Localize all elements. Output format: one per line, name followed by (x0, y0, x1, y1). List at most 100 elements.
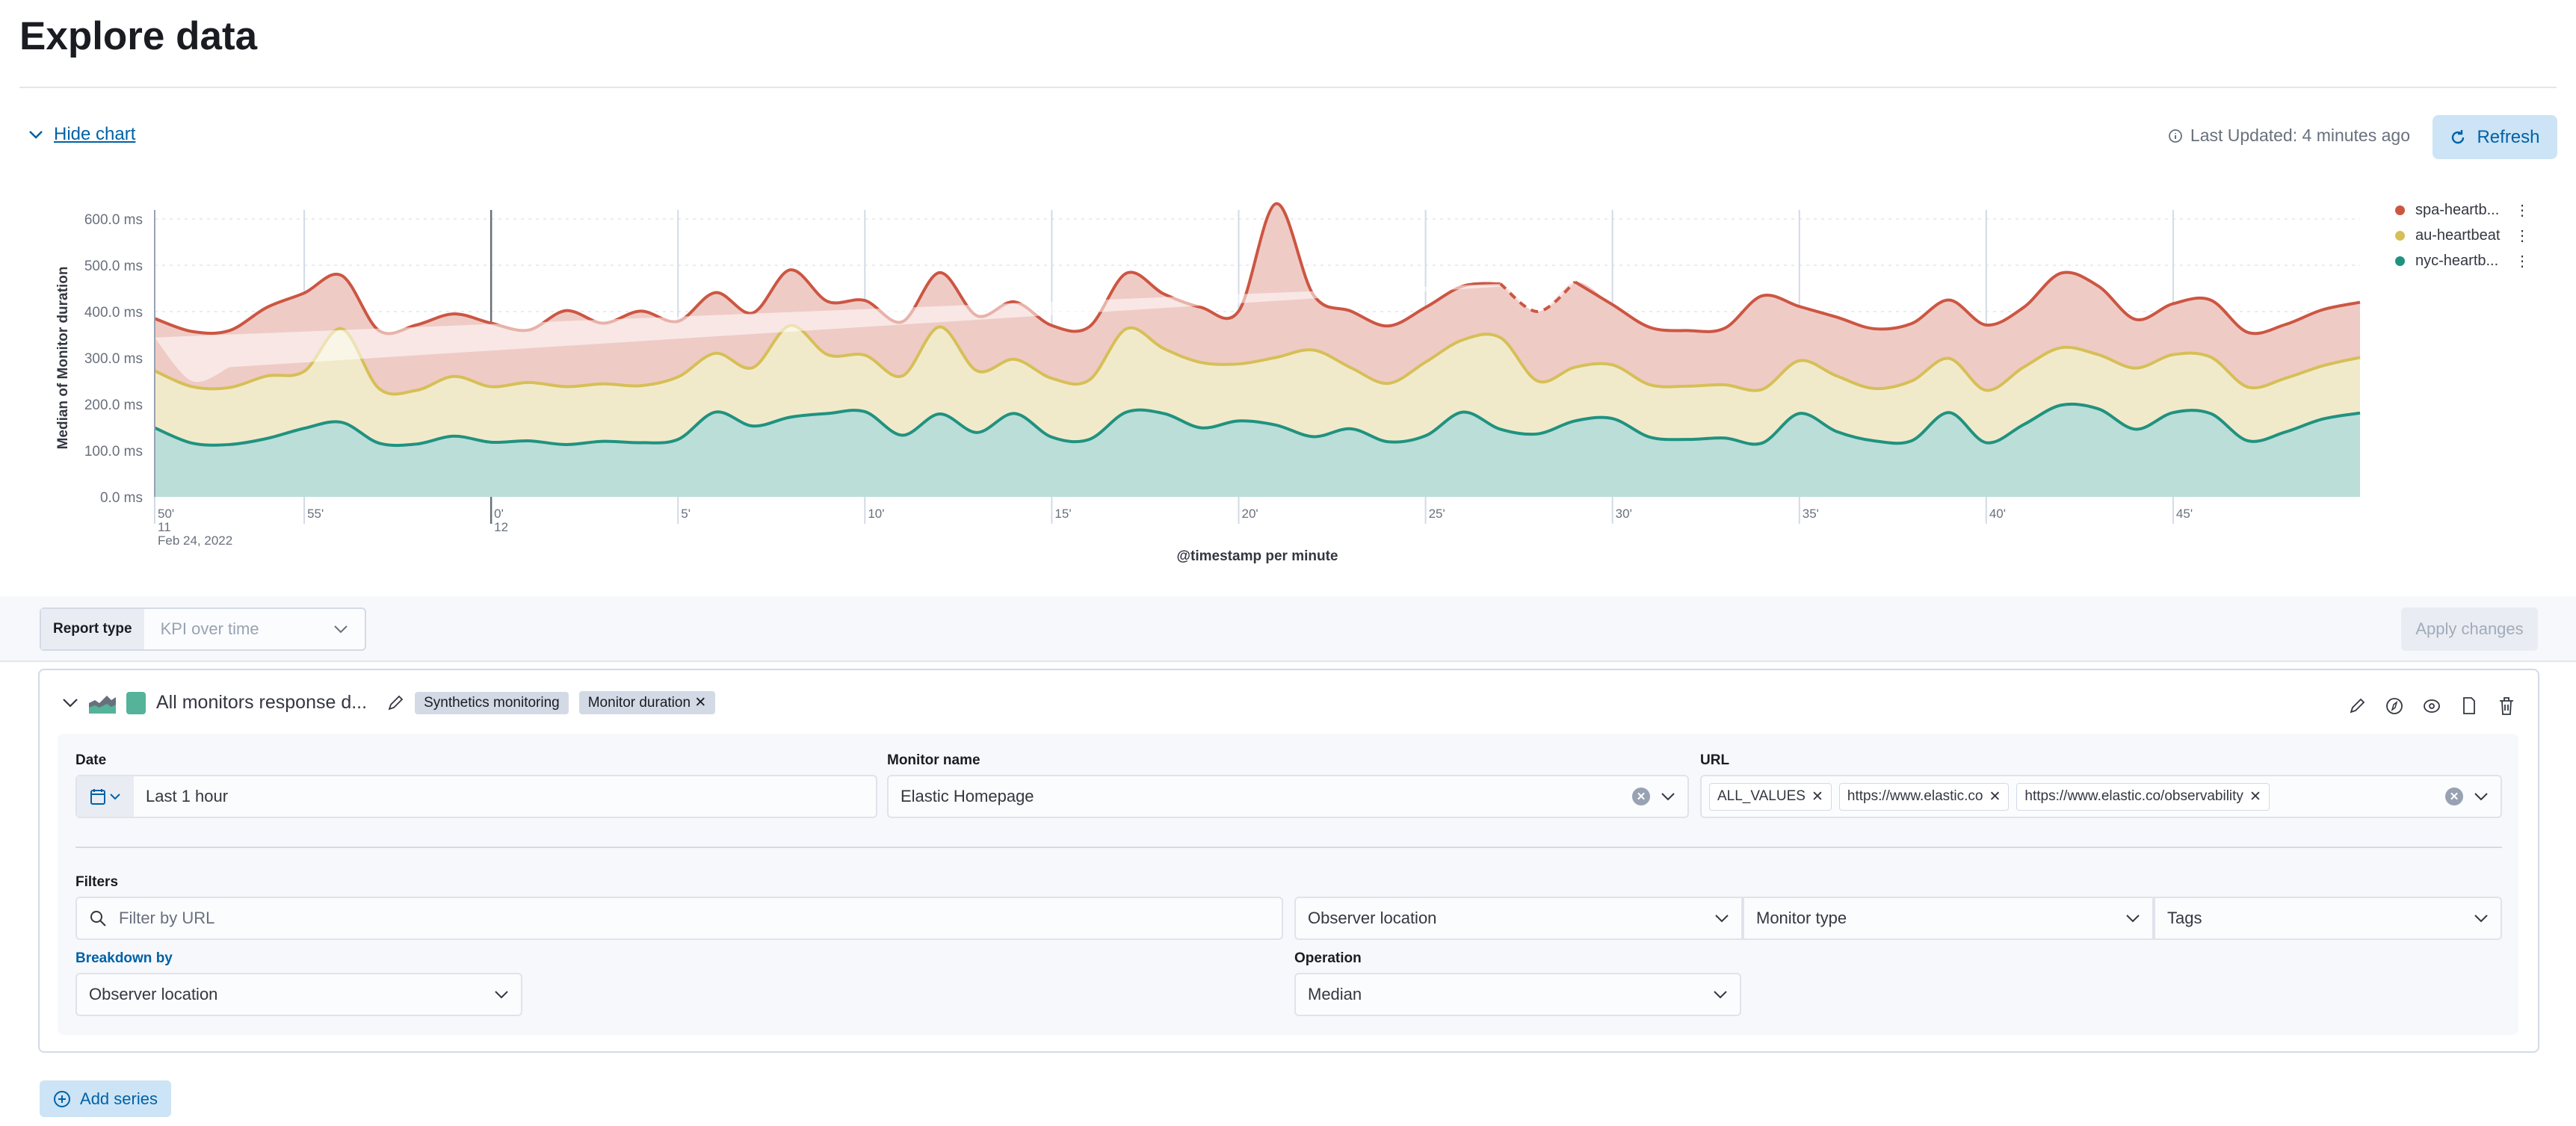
x-tick-label: 11 (158, 520, 171, 534)
series-name: All monitors response d... (156, 692, 368, 713)
operation-select[interactable]: Median (1294, 973, 1741, 1016)
edit-icon[interactable] (2347, 691, 2367, 721)
url-pill-label: ALL_VALUES (1717, 788, 1806, 804)
x-tick-label: 55' (307, 507, 324, 521)
url-label: URL (1700, 752, 1730, 768)
x-axis-title: @timestamp per minute (1177, 548, 1338, 564)
series-color-swatch[interactable] (126, 691, 146, 714)
legend-color-dot (2395, 256, 2405, 266)
url-pill[interactable]: ALL_VALUES ✕ (1709, 782, 1832, 811)
data-type-badge: Synthetics monitoring (415, 691, 569, 714)
x-tick-label: 45' (2176, 507, 2193, 521)
legend-item-nyc[interactable]: nyc-heartb... ⋮ (2395, 253, 2530, 270)
chevron-down-icon[interactable] (2474, 792, 2489, 801)
x-tick-label: 5' (681, 507, 691, 521)
url-combobox[interactable]: ALL_VALUES ✕ https://www.elastic.co ✕ https:… (1700, 775, 2502, 818)
monitor-name-combobox[interactable]: Elastic Homepage ✕ (887, 775, 1689, 818)
series-header: All monitors response d... Synthetics mo… (62, 691, 716, 714)
chevron-down-icon (334, 625, 348, 634)
add-series-button[interactable]: Add series (40, 1080, 171, 1117)
apply-changes-button[interactable]: Apply changes (2401, 607, 2538, 651)
x-tick-label: 35' (1803, 507, 1819, 521)
monitor-name-label: Monitor name (887, 752, 980, 768)
pencil-icon[interactable] (386, 694, 404, 712)
url-pill[interactable]: https://www.elastic.co ✕ (1838, 782, 2010, 811)
chevron-down-icon (1715, 915, 1729, 923)
close-icon[interactable]: ✕ (2249, 788, 2261, 805)
refresh-label: Refresh (2477, 126, 2540, 147)
chevron-down-icon (29, 131, 43, 139)
kpi-area-chart: 0.0 ms 100.0 ms 200.0 ms 300.0 ms 400.0 ms 50… (55, 202, 2361, 564)
info-icon (2169, 129, 2182, 143)
breakdown-select[interactable]: Observer location (75, 973, 522, 1016)
metric-badge-label: Monitor duration (587, 695, 691, 711)
monitor-name-value: Elastic Homepage (901, 787, 1034, 805)
chevron-down-icon (1714, 991, 1727, 999)
more-vertical-icon[interactable]: ⋮ (2515, 227, 2530, 244)
metric-badge[interactable]: Monitor duration ✕ (578, 691, 716, 714)
close-icon[interactable]: ✕ (1989, 788, 2001, 805)
date-quick-menu[interactable] (77, 776, 134, 817)
divider (19, 87, 2557, 88)
y-tick-label: 300.0 ms (84, 351, 143, 367)
x-tick-label: 10' (868, 507, 884, 521)
hide-chart-link[interactable]: Hide chart (28, 124, 135, 145)
x-tick-label: 40' (1989, 507, 2006, 521)
refresh-button[interactable]: Refresh (2433, 115, 2557, 159)
chevron-down-icon[interactable] (62, 698, 78, 708)
page-title: Explore data (19, 14, 258, 58)
eye-icon[interactable] (2421, 691, 2442, 721)
observer-location-filter[interactable]: Observer location (1294, 897, 1743, 940)
close-icon[interactable]: ✕ (694, 695, 707, 711)
series-line (154, 402, 2361, 448)
legend-item-spa[interactable]: spa-heartb... ⋮ (2395, 202, 2530, 219)
legend-color-dot (2395, 205, 2405, 215)
more-vertical-icon[interactable]: ⋮ (2515, 202, 2530, 219)
tags-filter[interactable]: Tags (2154, 897, 2502, 940)
divider (75, 847, 2502, 848)
trash-icon[interactable] (2496, 691, 2517, 721)
search-icon (90, 911, 106, 927)
series-line (154, 324, 2361, 396)
more-vertical-icon[interactable]: ⋮ (2515, 253, 2530, 270)
url-pill-label: https://www.elastic.co (1847, 788, 1983, 804)
breakdown-label: Breakdown by (75, 950, 173, 966)
x-tick-label: Feb 24, 2022 (158, 533, 232, 548)
url-pill[interactable]: https://www.elastic.co/observability ✕ (2016, 782, 2270, 811)
date-label: Date (75, 752, 107, 768)
refresh-icon (2452, 129, 2465, 143)
close-icon[interactable]: ✕ (1811, 788, 1823, 805)
chevron-down-icon (2126, 915, 2140, 923)
filter-url-placeholder: Filter by URL (119, 909, 215, 927)
monitor-type-filter[interactable]: Monitor type (1743, 897, 2154, 940)
series-actions (2347, 691, 2517, 721)
y-tick-label: 500.0 ms (84, 259, 143, 274)
copy-icon[interactable] (2459, 691, 2480, 721)
filter-url-input[interactable]: Filter by URL (75, 897, 1283, 940)
y-tick-label: 200.0 ms (84, 397, 143, 413)
clear-icon[interactable]: ✕ (1632, 788, 1650, 805)
fitted-area-highlight (155, 282, 1575, 383)
compass-icon[interactable] (2384, 691, 2405, 721)
report-type-label: Report type (41, 609, 144, 649)
last-updated-text: Last Updated: 4 minutes ago (2190, 126, 2410, 145)
url-pill-label: https://www.elastic.co/observability (2024, 788, 2243, 804)
x-tick-label: 30' (1616, 507, 1632, 521)
filter-label: Observer location (1308, 909, 1437, 927)
add-series-label: Add series (80, 1089, 158, 1108)
breakdown-value: Observer location (89, 985, 218, 1003)
chevron-down-icon[interactable] (1661, 792, 1675, 801)
date-picker[interactable]: Last 1 hour (75, 775, 877, 818)
x-tick-label: 20' (1241, 507, 1258, 521)
x-tick-label: 25' (1429, 507, 1445, 521)
report-type-select[interactable]: Report type KPI over time (40, 607, 366, 651)
hide-chart-label: Hide chart (54, 124, 136, 144)
x-tick-label: 15' (1054, 507, 1071, 521)
report-toolbar (0, 596, 2576, 662)
clear-icon[interactable]: ✕ (2445, 788, 2463, 805)
legend-item-au[interactable]: au-heartbeat ⋮ (2395, 227, 2530, 244)
date-value: Last 1 hour (146, 787, 229, 805)
y-tick-label: 0.0 ms (100, 490, 143, 506)
fitted-dashed-line (1499, 280, 1576, 314)
legend-label: au-heartbeat (2415, 227, 2501, 244)
